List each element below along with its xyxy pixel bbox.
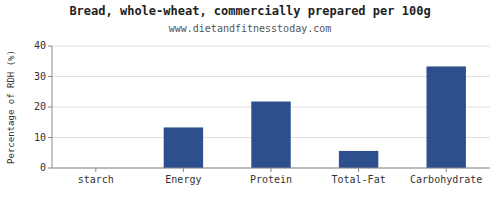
x-tick <box>271 168 272 172</box>
y-axis-line <box>52 46 53 168</box>
chart-svg: Bread, whole-wheat, commercially prepare… <box>0 0 500 200</box>
bar <box>251 102 290 168</box>
grid-line <box>52 76 490 77</box>
y-axis: 0 10 20 30 40 <box>34 40 52 173</box>
y-tick <box>48 137 52 138</box>
y-tick-label: 20 <box>34 101 46 112</box>
y-tick <box>48 107 52 108</box>
y-tick-label: 30 <box>34 71 46 82</box>
title: Bread, whole-wheat, commercially prepare… <box>69 4 430 18</box>
y-tick-label: 40 <box>34 40 46 51</box>
x-tick <box>446 168 447 172</box>
x-tick <box>183 168 184 172</box>
y-tick <box>48 168 52 169</box>
x-tick-label: Protein <box>250 174 292 185</box>
x-tick <box>95 168 96 172</box>
y-tick-label: 10 <box>34 132 46 143</box>
y-tick <box>48 76 52 77</box>
subtitle: www.dietandfitnesstoday.com <box>169 23 332 34</box>
bars <box>164 66 466 168</box>
x-tick-label: starch <box>78 174 114 185</box>
x-axis: starch Energy Protein Total-Fat Carbohydrate <box>78 168 483 185</box>
bar <box>339 151 378 168</box>
grid-line <box>52 46 490 47</box>
x-tick <box>358 168 359 172</box>
x-tick-label: Energy <box>165 174 201 185</box>
x-tick-label: Carbohydrate <box>410 174 482 185</box>
y-tick-label: 0 <box>40 162 46 173</box>
chart-container: Bread, whole-wheat, commercially prepare… <box>0 0 500 200</box>
y-axis-label: Percentage of RDH (%) <box>6 50 16 164</box>
bar <box>164 127 203 168</box>
x-tick-label: Total-Fat <box>332 174 386 185</box>
bar <box>426 66 465 168</box>
grid <box>52 46 490 168</box>
y-tick <box>48 46 52 47</box>
